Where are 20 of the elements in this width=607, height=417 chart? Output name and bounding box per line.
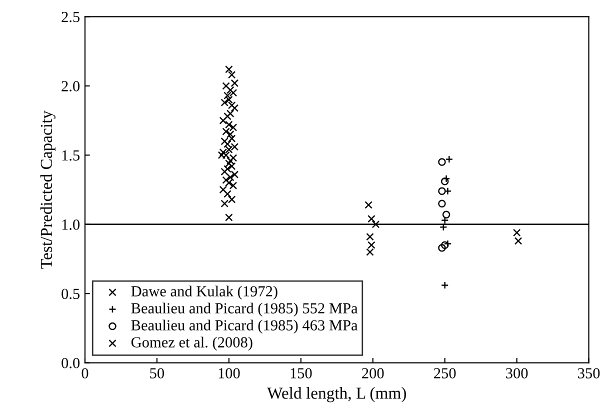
- legend-label: Beaulieu and Picard (1985) 552 MPa: [131, 302, 358, 317]
- x-tick-label: 150: [290, 368, 312, 378]
- y-tick-label: 1.0: [62, 219, 80, 230]
- x-tick-label: 50: [150, 368, 164, 378]
- x-tick-label: 200: [362, 368, 384, 378]
- y-tick-label: 2.5: [62, 12, 80, 22]
- y-axis-title: Test/Predicted Capacity: [40, 110, 56, 269]
- y-tick-label: 0.0: [62, 358, 80, 368]
- y-tick-label: 1.5: [62, 150, 80, 161]
- x-tick-label: 250: [434, 368, 456, 378]
- legend-label: Gomez et al. (2008): [131, 336, 252, 351]
- x-tick-label: 0: [82, 368, 88, 378]
- y-tick-label: 2.0: [62, 81, 80, 92]
- x-tick-label: 100: [218, 368, 240, 378]
- legend-label: Dawe and Kulak (1972): [131, 286, 278, 300]
- legend-label: Beaulieu and Picard (1985) 463 MPa: [131, 320, 358, 334]
- y-tick-label: 0.5: [62, 288, 80, 300]
- x-tick-label: 300: [506, 368, 528, 378]
- x-tick-label: 350: [578, 368, 600, 378]
- x-axis-title: Weld length, L (mm): [267, 387, 406, 402]
